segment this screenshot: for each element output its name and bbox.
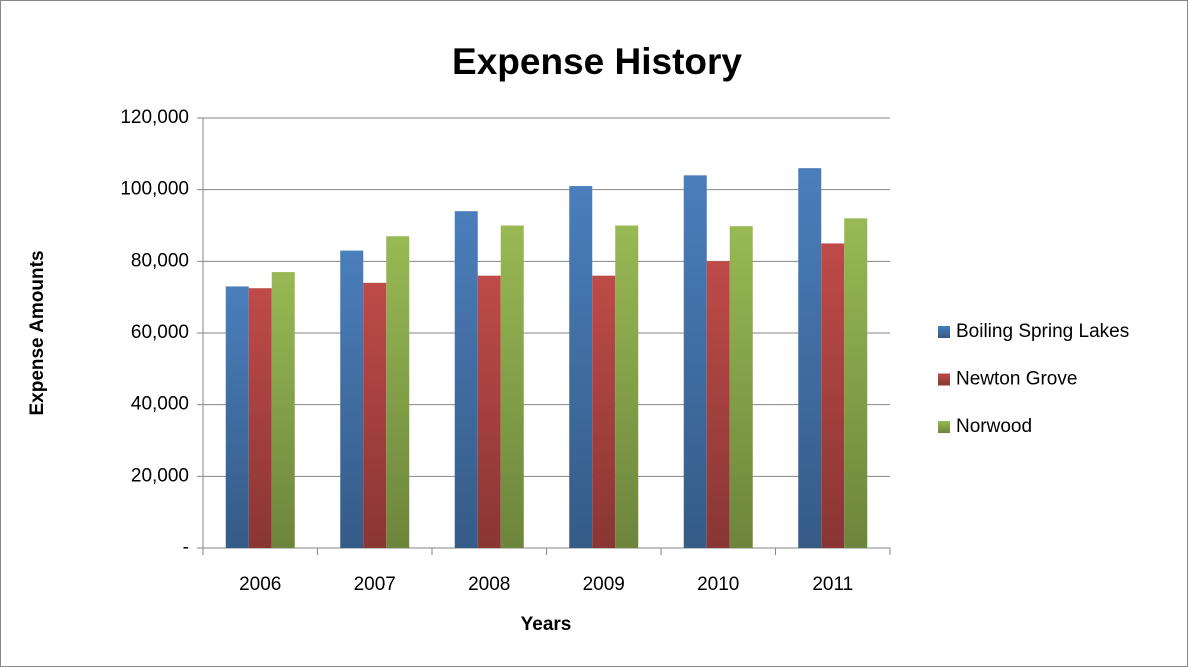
bar: [363, 282, 387, 548]
bar: [271, 272, 295, 548]
bar: [706, 261, 730, 548]
y-tick-label: 60,000: [131, 322, 189, 343]
x-tick-label: 2007: [354, 574, 396, 595]
x-tick-label: 2009: [583, 574, 625, 595]
y-tick-label: 20,000: [131, 465, 189, 486]
bar: [225, 286, 249, 548]
bar: [386, 236, 410, 548]
chart-title: Expense History: [452, 41, 742, 82]
x-tick-label: 2008: [468, 574, 510, 595]
legend-label: Boiling Spring Lakes: [956, 321, 1129, 342]
bar: [454, 211, 478, 548]
bar: [477, 275, 501, 548]
legend-swatch: [938, 326, 950, 338]
bar: [340, 250, 364, 549]
bar: [569, 186, 593, 549]
x-tick-label: 2006: [239, 574, 281, 595]
legend-label: Newton Grove: [956, 369, 1077, 390]
bar: [500, 225, 524, 548]
bar: [592, 275, 616, 548]
x-axis-label: Years: [521, 614, 572, 635]
legend-label: Norwood: [956, 416, 1032, 437]
y-tick-label: 80,000: [131, 250, 189, 271]
bar: [729, 226, 753, 548]
x-tick-label: 2011: [812, 574, 853, 595]
legend-swatch: [938, 421, 950, 433]
y-tick-label: 100,000: [120, 179, 189, 200]
bar: [844, 218, 868, 549]
bar: [821, 243, 845, 548]
bar: [683, 175, 707, 549]
y-tick-label: -: [183, 537, 189, 558]
bar: [798, 168, 822, 548]
y-tick-label: 120,000: [120, 107, 189, 128]
bar: [248, 288, 272, 548]
x-tick-label: 2010: [697, 574, 739, 595]
y-axis-label: Expense Amounts: [27, 250, 48, 415]
bar: [615, 225, 639, 548]
legend-swatch: [938, 373, 950, 386]
y-tick-label: 40,000: [131, 394, 189, 415]
